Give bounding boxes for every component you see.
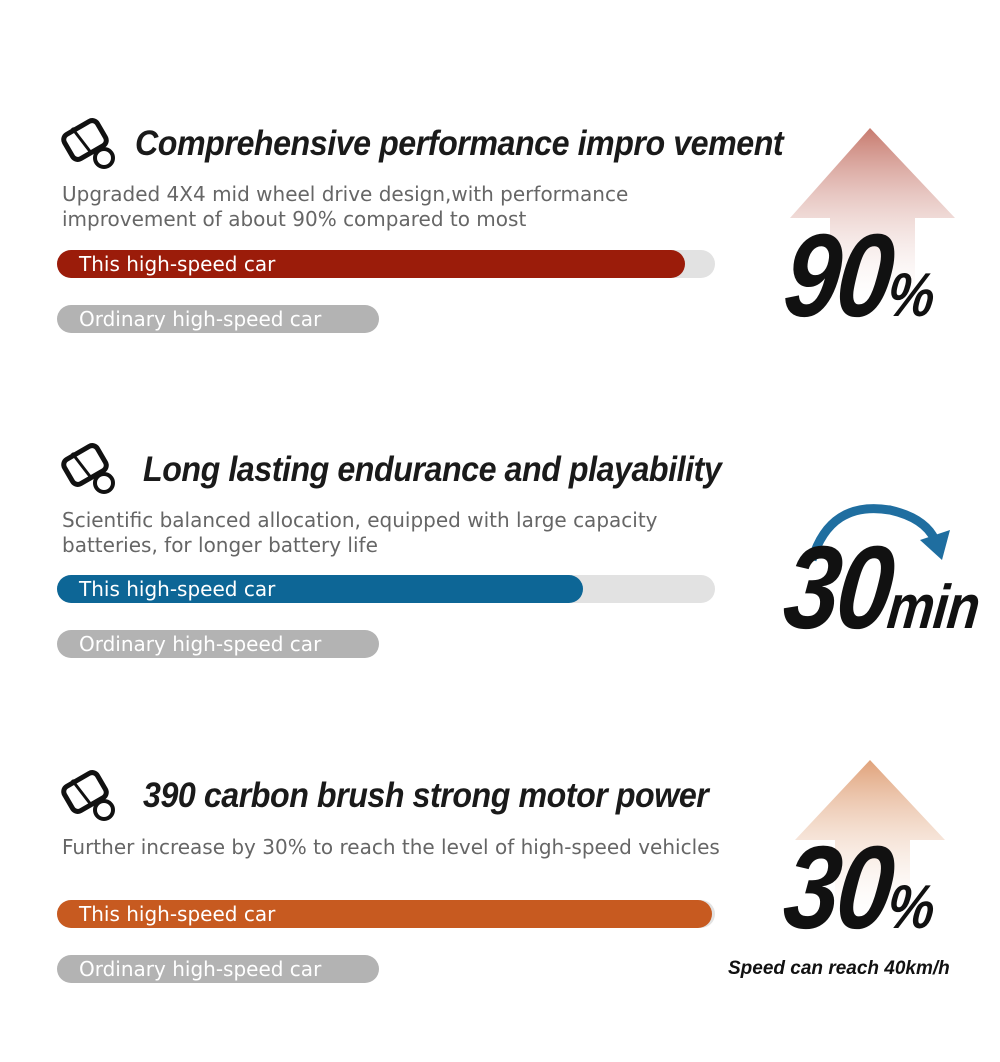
value: 90 (778, 210, 897, 342)
arrow-head (920, 530, 950, 560)
bar-fill (57, 575, 583, 603)
big-number: 30% (778, 820, 943, 956)
section-title: Long lasting endurance and playability (143, 450, 722, 489)
big-number: 30min (778, 520, 988, 656)
big-number: 90% (778, 208, 943, 344)
description-line: Further increase by 30% to reach the lev… (62, 835, 720, 859)
bar-label: This high-speed car (79, 252, 276, 276)
bar-label: This high-speed car (79, 902, 276, 926)
bar-label: This high-speed car (79, 577, 276, 601)
bar-label: Ordinary high-speed car (79, 632, 322, 656)
bar-label: Ordinary high-speed car (79, 307, 322, 331)
caption: Speed can reach 40km/h (728, 958, 950, 979)
up-arrow (795, 760, 945, 915)
icon (61, 770, 115, 821)
unit: min (884, 573, 983, 642)
ordinary-bar: Ordinary high-speed car (57, 630, 379, 658)
ordinary-bar: Ordinary high-speed car (57, 305, 379, 333)
value: 30 (778, 522, 897, 654)
bar-fill (57, 900, 712, 928)
description-line: Scientific balanced allocation, equipped… (62, 508, 658, 532)
description-line: Upgraded 4X4 mid wheel drive design,with… (62, 182, 629, 206)
up-arrow (790, 128, 955, 300)
value: 30 (778, 822, 897, 954)
section-title: Comprehensive performance impro vement (135, 124, 784, 163)
description-line: batteries, for longer battery life (62, 533, 378, 557)
unit: % (884, 261, 938, 330)
bar-track: This high-speed car (57, 575, 715, 603)
icon (61, 443, 115, 494)
bar-label: Ordinary high-speed car (79, 957, 322, 981)
icon (61, 118, 115, 169)
section-title: 390 carbon brush strong motor power (143, 776, 709, 815)
description-line: improvement of about 90% compared to mos… (62, 207, 527, 231)
bar-track: This high-speed car (57, 900, 715, 928)
curved-arrow (807, 504, 940, 562)
bar-track: This high-speed car (57, 250, 715, 278)
ordinary-bar: Ordinary high-speed car (57, 955, 379, 983)
unit: % (884, 873, 938, 942)
bar-fill (57, 250, 685, 278)
